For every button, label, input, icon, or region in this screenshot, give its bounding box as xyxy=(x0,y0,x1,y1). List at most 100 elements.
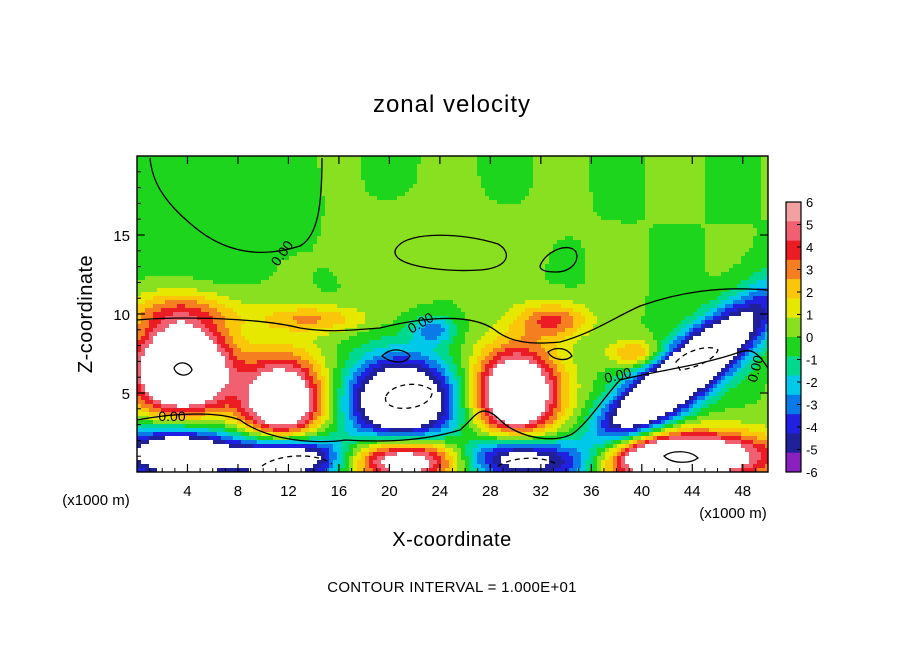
heat-cell xyxy=(365,240,370,245)
heat-cell xyxy=(197,260,202,265)
heat-cell xyxy=(293,216,298,221)
heat-cell xyxy=(353,252,358,257)
heat-cell xyxy=(513,180,518,185)
heat-cell xyxy=(573,184,578,189)
heat-cell xyxy=(265,264,270,269)
heat-cell xyxy=(557,272,562,277)
heat-cell xyxy=(693,216,698,221)
heat-cell xyxy=(681,240,686,245)
heat-cell xyxy=(269,160,274,165)
heat-cell xyxy=(685,236,690,241)
heat-cell xyxy=(701,240,706,245)
heat-cell xyxy=(613,204,618,209)
heat-cell xyxy=(533,244,538,249)
heat-cell xyxy=(553,216,558,221)
heat-cell xyxy=(269,188,274,193)
heat-cell xyxy=(673,220,678,225)
heat-cell xyxy=(221,236,226,241)
heat-cell xyxy=(253,252,258,257)
heat-cell xyxy=(477,160,482,165)
heat-cell xyxy=(693,276,698,281)
heat-cell xyxy=(709,208,714,213)
heat-cell xyxy=(293,156,298,161)
heat-cell xyxy=(701,208,706,213)
heat-cell xyxy=(325,168,330,173)
heat-cell xyxy=(761,164,766,169)
heat-cell xyxy=(221,256,226,261)
heat-cell xyxy=(685,224,690,229)
heat-cell xyxy=(377,256,382,261)
heat-cell xyxy=(525,240,530,245)
heat-cell xyxy=(285,220,290,225)
heat-cell xyxy=(393,216,398,221)
heat-cell xyxy=(293,236,298,241)
heat-cell xyxy=(373,220,378,225)
heat-cell xyxy=(161,180,166,185)
heat-cell xyxy=(537,276,542,281)
heat-cell xyxy=(705,264,710,269)
heat-cell xyxy=(317,244,322,249)
heat-cell xyxy=(645,220,650,225)
heat-cell xyxy=(401,228,406,233)
heat-cell xyxy=(641,196,646,201)
heat-cell xyxy=(421,244,426,249)
heat-cell xyxy=(765,272,768,277)
heat-cell xyxy=(185,188,190,193)
heat-cell xyxy=(577,244,582,249)
heat-cell xyxy=(581,260,586,265)
heat-cell xyxy=(549,168,554,173)
heat-cell xyxy=(713,264,718,269)
heat-cell xyxy=(665,236,670,241)
heat-cell xyxy=(733,276,738,281)
heat-cell xyxy=(509,200,514,205)
heat-cell xyxy=(765,188,768,193)
heat-cell xyxy=(721,224,726,229)
heat-cell xyxy=(141,212,146,217)
heat-cell xyxy=(285,276,290,281)
heat-cell xyxy=(185,256,190,261)
heat-cell xyxy=(737,252,742,257)
heat-cell xyxy=(249,212,254,217)
heat-cell xyxy=(621,256,626,261)
heat-cell xyxy=(173,216,178,221)
heat-cell xyxy=(337,260,342,265)
heat-cell xyxy=(677,168,682,173)
heat-cell xyxy=(697,172,702,177)
heat-cell xyxy=(645,264,650,269)
heat-cell xyxy=(337,172,342,177)
heat-cell xyxy=(721,204,726,209)
heat-cell xyxy=(213,256,218,261)
heat-cell xyxy=(713,156,718,161)
heat-cell xyxy=(253,164,258,169)
heat-cell xyxy=(177,276,182,281)
heat-cell xyxy=(181,248,186,253)
heat-cell xyxy=(297,200,302,205)
heat-cell xyxy=(529,256,534,261)
heat-cell xyxy=(309,248,314,253)
heat-cell xyxy=(369,200,374,205)
heat-cell xyxy=(709,168,714,173)
heat-cell xyxy=(473,208,478,213)
heat-cell xyxy=(417,272,422,277)
heat-cell xyxy=(325,276,330,281)
heat-cell xyxy=(281,160,286,165)
heat-cell xyxy=(289,240,294,245)
heat-cell xyxy=(589,184,594,189)
heat-cell xyxy=(525,236,530,241)
heat-cell xyxy=(689,260,694,265)
heat-cell xyxy=(333,264,338,269)
heat-cell xyxy=(241,220,246,225)
heat-cell xyxy=(457,236,462,241)
heat-cell xyxy=(741,164,746,169)
heat-cell xyxy=(517,268,522,273)
heat-cell xyxy=(309,164,314,169)
heat-cell xyxy=(693,264,698,269)
heat-cell xyxy=(449,236,454,241)
heat-cell xyxy=(453,204,458,209)
heat-cell xyxy=(173,180,178,185)
heat-cell xyxy=(437,280,442,285)
heat-cell xyxy=(613,192,618,197)
heat-cell xyxy=(665,240,670,245)
heat-cell xyxy=(381,252,386,257)
heat-cell xyxy=(665,156,670,161)
